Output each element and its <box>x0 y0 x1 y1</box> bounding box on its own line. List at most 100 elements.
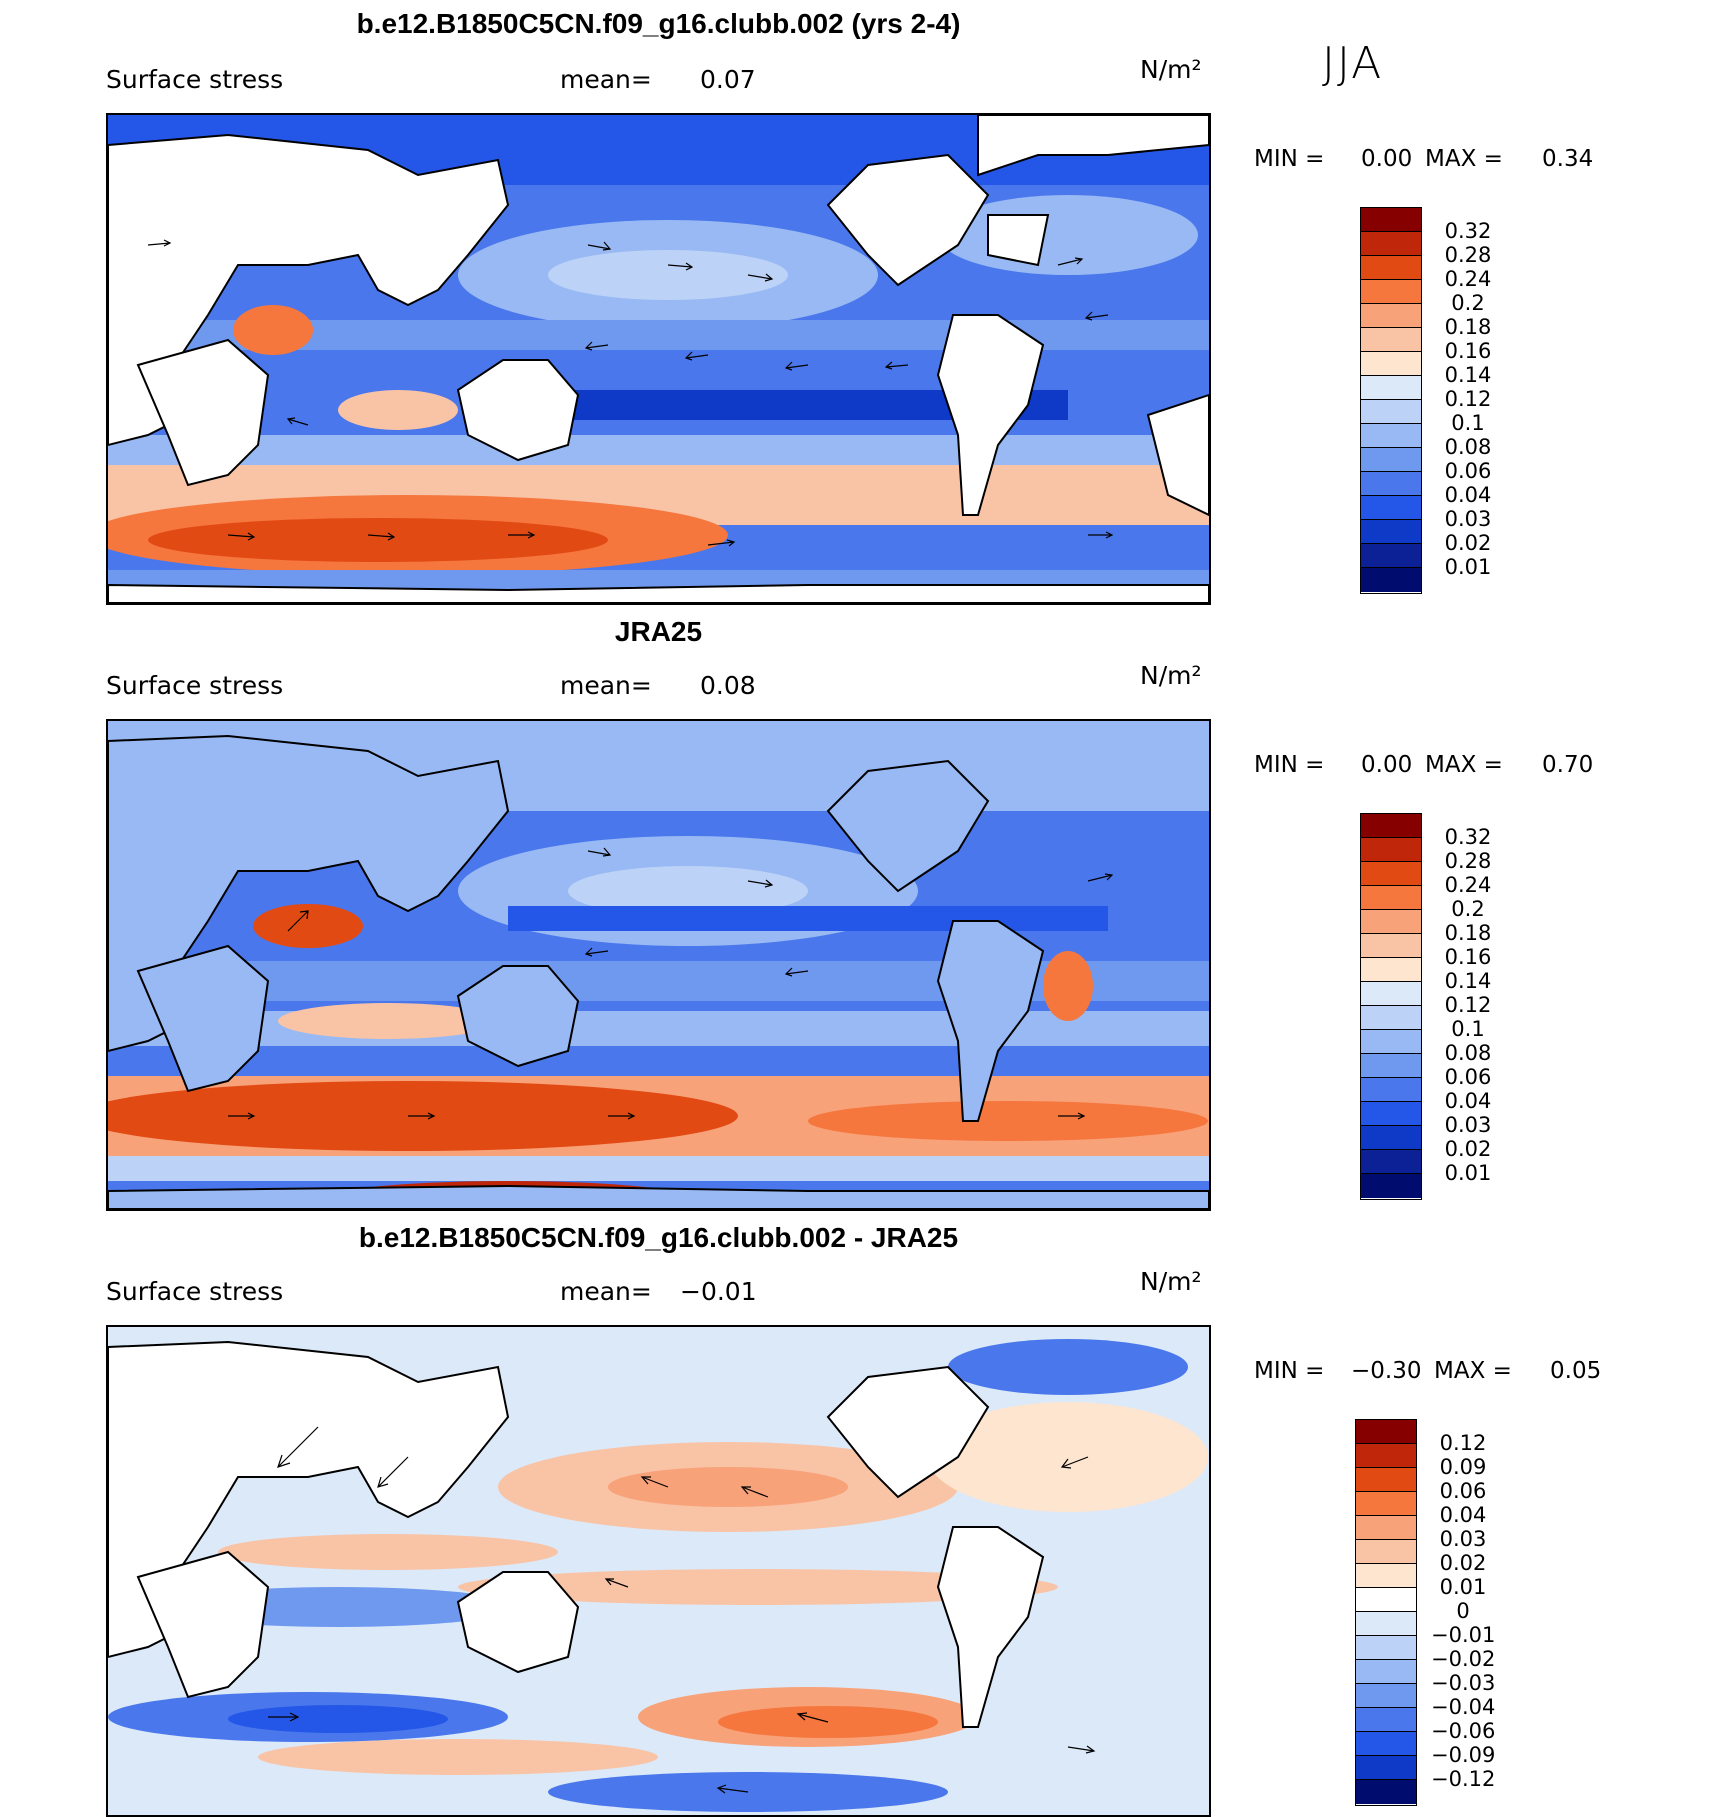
colorbar-tick-label: −0.06 <box>1431 1719 1496 1743</box>
colorbar-swatch <box>1361 982 1421 1006</box>
colorbar-swatch <box>1356 1468 1416 1492</box>
colorbar <box>1360 207 1422 594</box>
map-obs <box>106 719 1211 1211</box>
map-diff <box>106 1325 1211 1817</box>
colorbar <box>1355 1419 1417 1806</box>
min-label: MIN = <box>1254 752 1325 778</box>
colorbar-swatch <box>1361 1030 1421 1054</box>
colorbar-swatch <box>1356 1756 1416 1780</box>
colorbar-tick-label: 0.24 <box>1444 873 1492 897</box>
colorbar-swatch <box>1361 1102 1421 1126</box>
colorbar-tick-label: −0.01 <box>1431 1623 1496 1647</box>
colorbar-tick-label: 0.02 <box>1444 531 1492 555</box>
colorbar-swatch <box>1361 1006 1421 1030</box>
max-label: MAX = <box>1425 752 1503 778</box>
colorbar-tick-label: 0.1 <box>1451 1017 1485 1041</box>
variable-label: Surface stress <box>106 671 284 700</box>
colorbar-swatch <box>1361 208 1421 232</box>
panel-title: b.e12.B1850C5CN.f09_g16.clubb.002 - JRA2… <box>358 1222 959 1253</box>
min-value: −0.30 <box>1351 1358 1422 1384</box>
colorbar-swatch <box>1361 256 1421 280</box>
colorbar-swatch <box>1356 1540 1416 1564</box>
panel-title: b.e12.B1850C5CN.f09_g16.clubb.002 (yrs 2… <box>356 8 961 39</box>
max-value: 0.70 <box>1542 752 1594 778</box>
colorbar-swatch <box>1361 886 1421 910</box>
min-value: 0.00 <box>1361 146 1413 172</box>
colorbar-swatch <box>1361 376 1421 400</box>
colorbar-swatch <box>1356 1708 1416 1732</box>
colorbar-tick-label: 0.09 <box>1439 1455 1487 1479</box>
colorbar-swatch <box>1361 862 1421 886</box>
colorbar-tick-label: 0.01 <box>1444 555 1492 579</box>
colorbar-swatch <box>1361 544 1421 568</box>
colorbar-swatch <box>1356 1588 1416 1612</box>
colorbar-swatch <box>1361 328 1421 352</box>
mean-label: mean= <box>560 1277 652 1306</box>
colorbar-tick-label: 0.24 <box>1444 267 1492 291</box>
panel-title: JRA25 <box>614 616 703 647</box>
colorbar-swatch <box>1361 838 1421 862</box>
colorbar-swatch <box>1356 1636 1416 1660</box>
colorbar-tick-label: −0.03 <box>1431 1671 1496 1695</box>
colorbar-tick-label: 0.06 <box>1439 1479 1487 1503</box>
colorbar-tick-label: 0.08 <box>1444 1041 1492 1065</box>
colorbar-swatch <box>1361 496 1421 520</box>
season-label: JJA <box>1322 38 1384 89</box>
units-label: N/m² <box>1140 1267 1202 1296</box>
colorbar-tick-label: −0.12 <box>1431 1767 1496 1791</box>
colorbar-tick-label: 0.2 <box>1451 291 1485 315</box>
colorbar-swatch <box>1361 1150 1421 1174</box>
colorbar-tick-label: 0.28 <box>1444 849 1492 873</box>
colorbar-tick-label: 0.14 <box>1444 969 1492 993</box>
colorbar <box>1360 813 1422 1200</box>
colorbar-tick-label: 0.04 <box>1444 1089 1492 1113</box>
colorbar-swatch <box>1356 1492 1416 1516</box>
colorbar-swatch <box>1361 1078 1421 1102</box>
min-label: MIN = <box>1254 1358 1325 1384</box>
colorbar-tick-label: 0.04 <box>1439 1503 1487 1527</box>
colorbar-swatch <box>1356 1684 1416 1708</box>
colorbar-swatch <box>1361 1174 1421 1198</box>
min-label: MIN = <box>1254 146 1325 172</box>
colorbar-swatch <box>1361 424 1421 448</box>
colorbar-tick-label: 0.16 <box>1444 945 1492 969</box>
max-value: 0.34 <box>1542 146 1594 172</box>
variable-label: Surface stress <box>106 1277 284 1306</box>
colorbar-tick-label: 0.03 <box>1444 507 1492 531</box>
colorbar-swatch <box>1361 1054 1421 1078</box>
colorbar-swatch <box>1361 958 1421 982</box>
max-label: MAX = <box>1425 146 1503 172</box>
colorbar-swatch <box>1361 814 1421 838</box>
colorbar-tick-label: 0.16 <box>1444 339 1492 363</box>
variable-label: Surface stress <box>106 65 284 94</box>
colorbar-tick-label: 0.03 <box>1439 1527 1487 1551</box>
colorbar-swatch <box>1356 1660 1416 1684</box>
colorbar-tick-label: 0.2 <box>1451 897 1485 921</box>
colorbar-swatch <box>1356 1780 1416 1804</box>
colorbar-swatch <box>1356 1420 1416 1444</box>
colorbar-tick-label: 0.14 <box>1444 363 1492 387</box>
colorbar-swatch <box>1361 304 1421 328</box>
colorbar-tick-label: 0.18 <box>1444 315 1492 339</box>
colorbar-swatch <box>1356 1732 1416 1756</box>
colorbar-tick-label: 0.06 <box>1444 1065 1492 1089</box>
colorbar-tick-label: −0.04 <box>1431 1695 1496 1719</box>
mean-value: −0.01 <box>680 1277 757 1306</box>
colorbar-swatch <box>1361 448 1421 472</box>
map-model <box>106 113 1211 605</box>
mean-label: mean= <box>560 671 652 700</box>
colorbar-tick-label: 0.08 <box>1444 435 1492 459</box>
colorbar-swatch <box>1361 934 1421 958</box>
colorbar-swatch <box>1361 520 1421 544</box>
units-label: N/m² <box>1140 55 1202 84</box>
mean-value: 0.07 <box>700 65 756 94</box>
colorbar-swatch <box>1361 400 1421 424</box>
colorbar-swatch <box>1361 280 1421 304</box>
max-label: MAX = <box>1434 1358 1512 1384</box>
mean-value: 0.08 <box>700 671 756 700</box>
colorbar-swatch <box>1356 1516 1416 1540</box>
min-value: 0.00 <box>1361 752 1413 778</box>
colorbar-swatch <box>1361 568 1421 592</box>
colorbar-tick-label: 0.1 <box>1451 411 1485 435</box>
colorbar-tick-label: 0.32 <box>1444 219 1492 243</box>
